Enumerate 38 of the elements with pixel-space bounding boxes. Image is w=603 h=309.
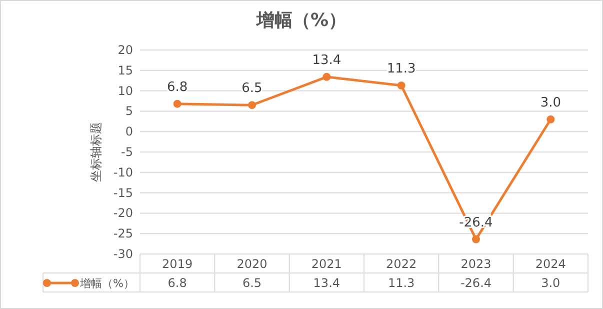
x-tick-label: 2022 [386, 257, 417, 271]
text: 6.8 [166, 80, 188, 95]
y-tick-label: 10 [118, 84, 133, 98]
x-tick-label: 2023 [460, 257, 492, 271]
point [248, 101, 256, 110]
data-label: 3.0 [541, 276, 560, 290]
point [472, 235, 480, 244]
x-tick-label: 2021 [311, 257, 342, 271]
y-tick-label: 20 [118, 43, 133, 57]
text: 13.4 [312, 52, 342, 68]
x-tick-label: 2019 [162, 257, 193, 271]
y-tick-label: 0 [125, 124, 133, 139]
point [322, 72, 331, 81]
legend-label: 增幅（%） [79, 277, 134, 290]
point [546, 115, 555, 124]
y-tick-label: -20 [113, 206, 133, 220]
y-tick-label: 15 [118, 63, 133, 78]
data-label: -26.4 [460, 276, 492, 290]
data-label: 13.4 [313, 276, 340, 290]
y-axis-title: 坐标轴标题 [89, 122, 103, 182]
y-tick-label: -15 [113, 186, 133, 200]
x-tick-label: 2024 [535, 257, 566, 271]
legend: 增幅（%） [43, 277, 134, 290]
y-tick-label: 5 [125, 104, 133, 118]
y-tick-label: -25 [113, 226, 133, 241]
chart-title: 增幅（%） [255, 10, 347, 31]
data-label: 6.8 [168, 276, 187, 290]
y-tick-label: -5 [121, 145, 133, 159]
y-tick-label: -30 [113, 247, 133, 261]
y-tick-label: -10 [113, 165, 133, 180]
data-label: 11.3 [388, 276, 415, 290]
text: 6.5 [242, 81, 262, 96]
data-label: 6.5 [242, 276, 262, 290]
x-tick-label: 2020 [236, 257, 268, 271]
point [173, 100, 182, 108]
text: 3.0 [540, 95, 562, 110]
point [397, 81, 406, 90]
text: 11.3 [386, 61, 416, 76]
